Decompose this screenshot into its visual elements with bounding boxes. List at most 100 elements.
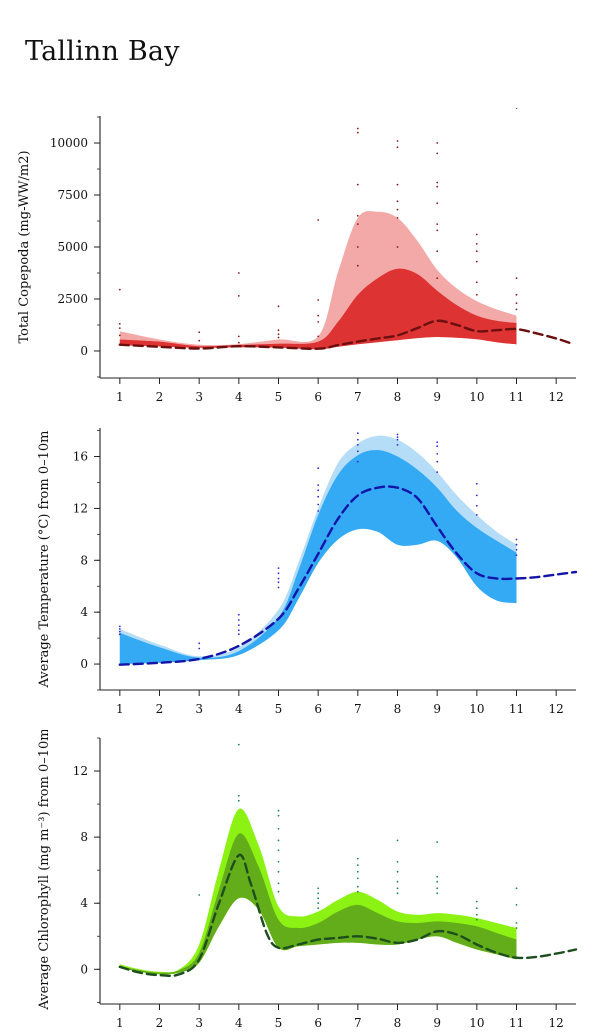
data-point [317,314,320,317]
data-point [237,295,240,297]
data-point [515,904,518,906]
data-point [237,619,240,621]
data-point [475,504,478,507]
data-point [436,841,439,843]
x-tick-label: 5 [275,1016,283,1030]
chlorophyll-observations [198,743,518,929]
data-point [118,288,121,291]
data-point [198,339,201,342]
page-title: Tallinn Bay [25,36,180,67]
data-point [317,321,320,323]
x-tick-label: 1 [116,702,124,716]
data-point [356,183,359,186]
data-point [436,229,439,232]
data-point [475,514,478,516]
data-point [317,897,320,900]
data-point [118,630,121,633]
data-point [396,839,399,842]
chlorophyll-mean-line [118,853,578,977]
data-point [515,293,518,296]
data-point [317,907,320,910]
y-tick-label: 8 [80,553,88,567]
data-point [356,127,359,130]
temperature-chart: Average Temperature (°C) from 0–10m 0 4 8 1… [37,428,578,716]
data-point [436,887,439,890]
data-point [198,894,201,896]
x-tick-label: 4 [235,390,243,404]
data-point [436,453,439,455]
y-tick-label: 0 [80,344,88,358]
data-point [118,327,121,329]
x-tick-label: 11 [509,390,524,404]
data-point [475,494,478,497]
data-point [436,875,439,878]
data-point [436,181,439,184]
data-point [436,892,439,895]
data-point [396,433,399,436]
data-point [436,142,439,144]
data-point [396,444,399,446]
data-point [356,438,359,441]
data-point [515,922,518,924]
data-point [317,335,320,338]
x-tick-label: 12 [549,390,564,404]
data-point [515,538,518,541]
data-point [317,299,320,301]
data-point [277,572,280,575]
data-point [237,799,240,802]
data-point [475,243,478,245]
chlorophyll-outer-band [119,808,517,975]
x-tick-label: 12 [549,1016,564,1030]
data-point [436,471,439,473]
temperature-plot-area [118,432,578,666]
data-point [396,200,399,203]
data-point [475,260,478,263]
data-point [475,250,478,253]
data-point [396,438,399,441]
data-point [277,567,280,569]
data-point [515,543,518,546]
data-point [277,861,280,863]
data-point [356,890,359,893]
x-tick-label: 9 [433,702,441,716]
data-point [396,146,399,149]
data-point [515,108,518,109]
data-point [515,887,518,890]
data-point [277,586,280,589]
data-point [396,217,399,219]
x-tick-label: 8 [394,702,402,716]
data-point [356,264,359,267]
data-point [356,877,359,880]
data-point [436,185,439,188]
data-point [356,246,359,248]
chlorophyll-chart: Average Chlorophyll (mg m⁻³) from 0–10m … [37,730,578,1030]
x-tick-label: 6 [314,390,322,404]
x-tick-label: 3 [195,1016,203,1030]
x-tick-label: 8 [394,1016,402,1030]
x-tick-label: 1 [116,390,124,404]
data-point [118,628,121,630]
data-point [356,214,359,217]
copepoda-observations [118,108,518,344]
x-tick-label: 10 [469,390,484,404]
data-point [277,809,280,812]
x-tick-label: 2 [156,1016,164,1030]
data-point [118,334,121,337]
data-point [356,432,359,435]
data-point [317,892,320,895]
y-tick-label: 5000 [57,240,88,254]
data-point [277,329,280,332]
data-point [277,870,280,873]
data-point [118,323,121,325]
data-point [277,890,280,893]
data-point [515,277,518,280]
data-point [436,152,439,155]
chlorophyll-plot-area [118,743,578,977]
data-point [436,277,439,280]
data-point [436,223,439,225]
data-point [317,495,320,498]
data-point [317,219,320,221]
data-point [475,293,478,296]
data-point [436,441,439,444]
